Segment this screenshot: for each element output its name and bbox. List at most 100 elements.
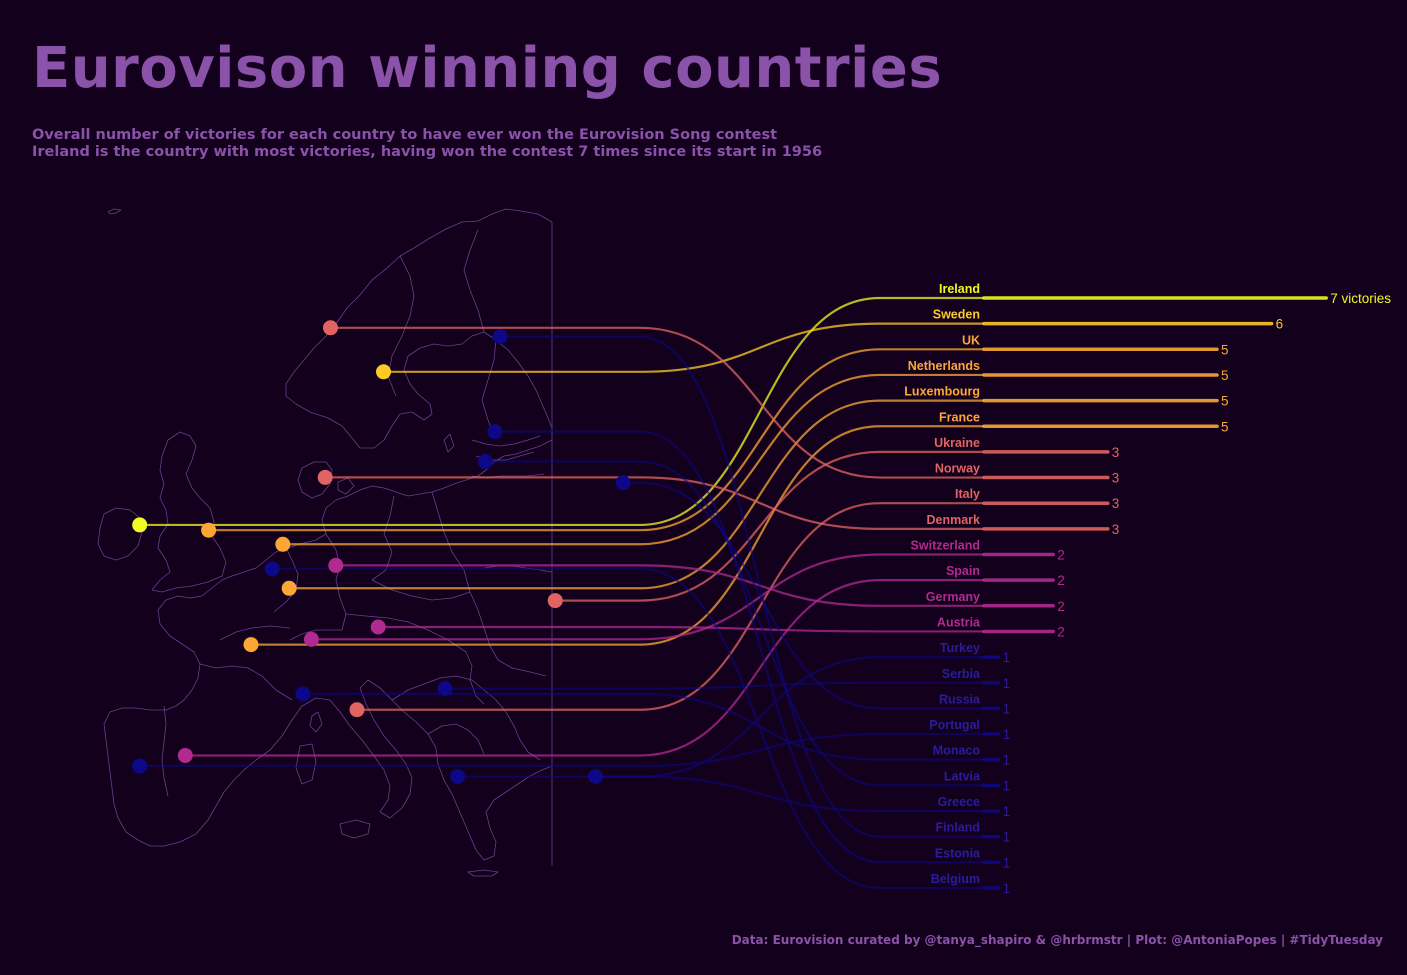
connector-finland xyxy=(500,335,984,838)
value-label-monaco: 1 xyxy=(1003,753,1011,768)
connector-monaco xyxy=(302,692,984,761)
connector-france xyxy=(251,425,984,646)
value-label-serbia: 1 xyxy=(1003,676,1011,691)
map-point-latvia xyxy=(477,454,493,470)
value-label-estonia: 1 xyxy=(1003,855,1011,870)
connector-denmark xyxy=(325,476,984,530)
country-label-ireland: Ireland xyxy=(939,282,980,296)
value-label-norway: 3 xyxy=(1112,471,1120,486)
connector-ukraine xyxy=(555,450,984,602)
country-label-belgium: Belgium xyxy=(931,872,980,886)
value-label-italy: 3 xyxy=(1112,496,1120,511)
country-label-uk: UK xyxy=(962,333,980,347)
map-point-finland xyxy=(492,329,508,345)
country-label-austria: Austria xyxy=(937,615,981,629)
connector-austria xyxy=(378,625,984,633)
chart-subtitle-line-2: Ireland is the country with most victori… xyxy=(32,144,823,160)
map-point-spain xyxy=(177,747,193,763)
map-point-ukraine xyxy=(547,593,563,609)
map-point-austria xyxy=(370,619,386,635)
value-label-finland: 1 xyxy=(1003,830,1011,845)
map-points xyxy=(132,320,631,785)
country-label-france: France xyxy=(939,410,980,424)
chart-caption: Data: Eurovision curated by @tanya_shapi… xyxy=(731,933,1383,947)
value-label-sweden: 6 xyxy=(1276,317,1284,332)
connector-russia xyxy=(623,481,984,710)
country-label-greece: Greece xyxy=(938,795,980,809)
connector-belgium xyxy=(272,567,984,890)
connector-italy xyxy=(357,502,984,711)
map-point-switzerland xyxy=(303,631,319,647)
value-label-uk: 5 xyxy=(1221,342,1229,357)
value-label-ireland: 7 victories xyxy=(1330,291,1391,306)
value-label-germany: 2 xyxy=(1057,599,1065,614)
value-label-denmark: 3 xyxy=(1112,522,1120,537)
connector-spain xyxy=(185,579,984,757)
connector-portugal xyxy=(139,732,984,768)
connector-luxembourg xyxy=(289,399,984,590)
value-label-russia: 1 xyxy=(1003,701,1011,716)
connector-estonia xyxy=(494,430,984,864)
value-label-greece: 1 xyxy=(1003,804,1011,819)
map-point-germany xyxy=(328,557,344,573)
map-point-turkey xyxy=(588,769,603,785)
country-label-netherlands: Netherlands xyxy=(908,359,980,373)
map-point-denmark xyxy=(317,469,333,485)
country-label-sweden: Sweden xyxy=(933,308,980,322)
map-point-russia xyxy=(615,475,631,491)
map-point-norway xyxy=(323,320,338,336)
value-label-spain: 2 xyxy=(1057,573,1065,588)
map-point-luxembourg xyxy=(281,580,297,596)
value-labels: 7 victories 6 5 5 5 5 3 3 3 3 2 2 2 2 1 1 1 1 1 1 1 1 1 1 xyxy=(1003,291,1392,896)
chart-subtitle-line-1: Overall number of victories for each cou… xyxy=(32,127,778,143)
map-point-belgium xyxy=(264,561,280,577)
map-point-greece xyxy=(450,769,466,785)
country-label-estonia: Estonia xyxy=(935,846,981,860)
country-label-luxembourg: Luxembourg xyxy=(904,385,980,399)
map-point-sweden xyxy=(376,364,391,380)
country-label-monaco: Monaco xyxy=(933,744,981,758)
country-label-spain: Spain xyxy=(946,564,980,578)
connector-uk xyxy=(208,348,984,532)
country-label-russia: Russia xyxy=(939,692,981,706)
country-label-switzerland: Switzerland xyxy=(911,539,980,553)
connector-greece xyxy=(457,775,984,813)
map-point-ireland xyxy=(132,517,148,533)
country-label-italy: Italy xyxy=(955,487,980,501)
value-label-ukraine: 3 xyxy=(1112,445,1120,460)
map-point-portugal xyxy=(132,758,148,774)
value-label-belgium: 1 xyxy=(1003,881,1011,896)
connector-sweden xyxy=(383,322,984,373)
connector-curves xyxy=(139,296,984,890)
map-point-france xyxy=(243,637,259,653)
connector-norway xyxy=(330,326,984,479)
country-label-serbia: Serbia xyxy=(942,667,981,681)
map-point-estonia xyxy=(487,424,503,440)
country-label-ukraine: Ukraine xyxy=(934,436,980,450)
value-label-france: 5 xyxy=(1221,419,1229,434)
value-label-portugal: 1 xyxy=(1003,727,1011,742)
country-label-finland: Finland xyxy=(936,821,980,835)
connector-netherlands xyxy=(282,373,984,546)
connector-ireland xyxy=(139,296,984,527)
map-point-monaco xyxy=(295,686,311,702)
connector-serbia xyxy=(444,681,984,690)
country-labels: Ireland Sweden UK Netherlands Luxembourg Fran… xyxy=(904,282,981,886)
value-label-latvia: 1 xyxy=(1003,778,1011,793)
country-label-denmark: Denmark xyxy=(927,513,981,527)
country-label-turkey: Turkey xyxy=(940,641,980,655)
chart-title: Eurovison winning countries xyxy=(32,36,943,101)
value-label-austria: 2 xyxy=(1057,624,1065,639)
map-point-italy xyxy=(349,702,365,718)
country-label-latvia: Latvia xyxy=(944,769,981,783)
map-point-serbia xyxy=(437,681,453,697)
value-label-switzerland: 2 xyxy=(1057,548,1065,563)
connector-turkey xyxy=(595,656,984,778)
map-point-netherlands xyxy=(275,536,291,552)
country-label-norway: Norway xyxy=(935,462,980,476)
country-label-portugal: Portugal xyxy=(929,718,980,732)
country-label-germany: Germany xyxy=(926,590,980,604)
value-label-turkey: 1 xyxy=(1003,650,1011,665)
value-label-netherlands: 5 xyxy=(1221,368,1229,383)
